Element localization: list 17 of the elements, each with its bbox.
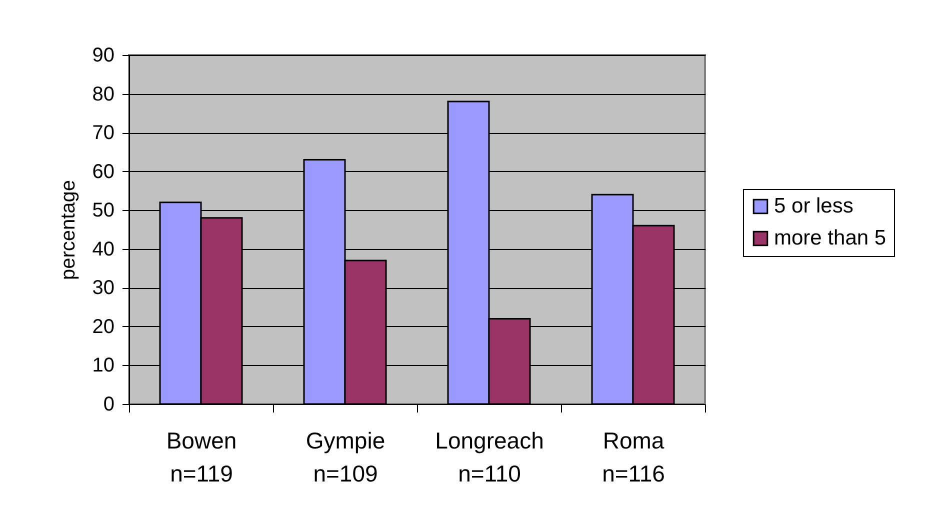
x-tick-label: Roma n=116 (602, 428, 665, 486)
y-tick-label: 50 (92, 200, 114, 222)
x-tick-label: Bowen n=119 (166, 428, 237, 486)
x-tick-label: Gympie n=109 (306, 428, 386, 486)
y-tick-label: 30 (92, 277, 114, 300)
y-tick-label: 0 (103, 394, 114, 416)
y-tick-label: 60 (92, 160, 114, 183)
y-tick-label: 20 (92, 316, 114, 338)
y-tick-label: 80 (92, 83, 114, 106)
legend-label: 5 or less (774, 194, 854, 218)
y-tick-label: 40 (92, 238, 114, 260)
y-axis-title: percentage (57, 180, 80, 280)
y-tick-label: 10 (92, 354, 114, 377)
y-tick-label: 90 (92, 44, 114, 66)
legend-label: more than 5 (774, 226, 886, 250)
y-tick-label: 70 (92, 122, 114, 144)
x-tick-label: Longreach n=110 (435, 428, 544, 486)
